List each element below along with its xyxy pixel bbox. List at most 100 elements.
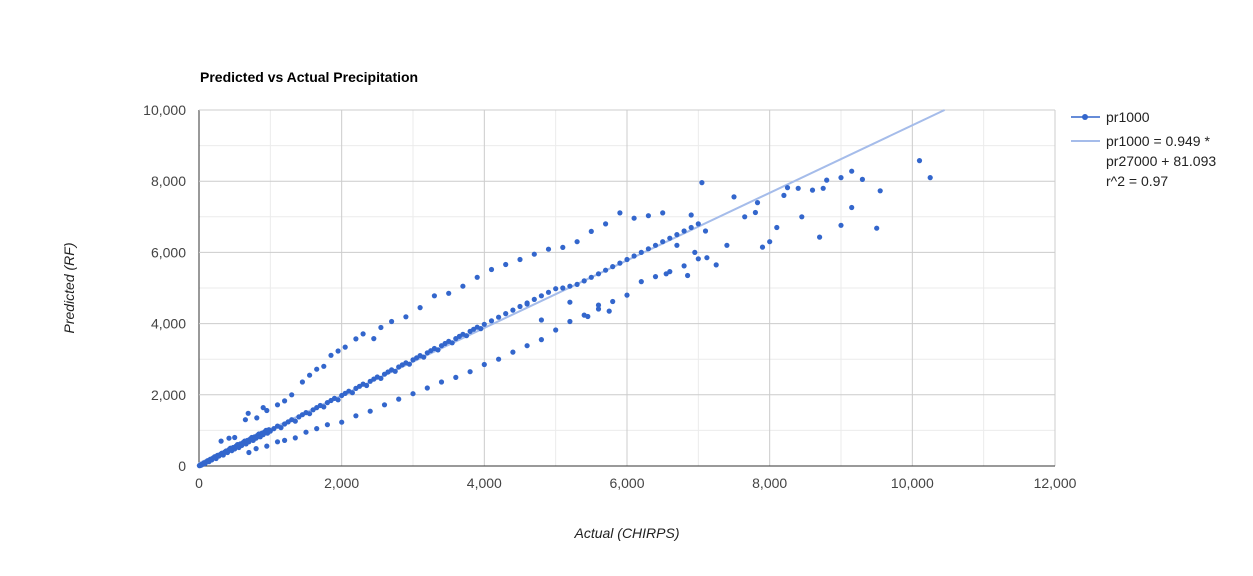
data-point [567,299,573,305]
data-point [264,407,270,414]
data-point [595,306,602,312]
x-tick-label: 12,000 [1034,475,1077,491]
data-point [553,286,559,292]
data-point [645,213,652,219]
data-point [688,212,694,218]
data-point [603,267,609,273]
data-point [260,405,266,411]
data-point [299,379,305,385]
data-point [367,408,373,414]
data-point [496,314,502,320]
legend-item-trendline[interactable]: pr1000 = 0.949 * pr27000 + 81.093 r^2 = … [1071,133,1216,189]
data-point [685,272,691,279]
data-point [253,446,259,452]
data-point [784,185,791,191]
data-point [767,239,773,245]
data-point [610,298,616,305]
data-point [545,246,552,252]
data-point [754,200,761,206]
data-point [774,224,780,231]
data-point [438,379,445,385]
data-point [264,443,270,449]
data-point [545,289,552,295]
data-point [742,214,748,220]
data-point [674,232,680,238]
data-point [421,354,427,360]
data-point [335,397,341,403]
data-point [274,402,281,408]
data-point [574,239,580,245]
data-point [453,374,459,380]
data-point [820,185,826,191]
data-point [731,194,737,200]
data-point [517,256,523,263]
x-tick-label: 2,000 [324,475,359,491]
data-point [496,356,502,362]
y-tick-label: 0 [178,458,186,474]
data-point [335,348,341,354]
data-point [538,317,545,323]
data-point [307,372,313,378]
data-point [226,435,232,441]
data-point [695,256,701,262]
data-point [321,404,327,410]
data-point [460,283,466,289]
data-point [695,221,701,227]
data-point [531,251,537,257]
legend-trendline-label-2: pr27000 + 81.093 [1106,153,1216,169]
data-point [463,333,470,339]
data-point [660,239,666,245]
data-point [245,410,251,416]
data-point [246,449,252,456]
data-point [849,204,855,211]
data-point [392,368,398,374]
data-point [631,253,637,259]
data-point [581,278,587,284]
data-point [688,224,694,231]
data-point [403,314,409,320]
data-point [349,390,355,396]
data-point [553,327,559,333]
data-point [617,260,623,266]
x-tick-label: 4,000 [467,475,502,491]
data-point [681,263,687,269]
y-tick-label: 6,000 [151,244,186,260]
data-points-layer [196,158,933,469]
data-point [478,326,484,332]
data-point [699,180,705,186]
data-point [292,418,298,424]
data-point [617,210,623,216]
y-tick-label: 2,000 [151,387,186,403]
data-point [488,266,495,273]
data-point [524,343,530,349]
legend-item-series[interactable]: pr1000 [1071,109,1150,125]
data-point [927,175,933,181]
data-point [321,363,327,369]
data-point [817,234,823,240]
data-point [435,347,441,353]
data-point [282,437,288,443]
data-point [503,311,509,317]
data-point [218,438,224,444]
grid-lines [198,109,1056,467]
data-point [538,337,545,343]
data-point [378,375,384,381]
data-point [849,168,855,174]
data-point [406,361,412,367]
data-point [624,292,630,298]
data-point [410,391,416,397]
y-tick-label: 4,000 [151,316,186,332]
data-point [660,210,666,216]
data-point [282,398,288,404]
x-tick-label: 0 [195,475,203,491]
data-point [342,344,348,350]
data-point [624,256,630,263]
data-point [838,175,844,181]
data-point [328,352,334,358]
data-point [606,308,612,314]
data-point [353,336,359,342]
y-tick-label: 10,000 [143,102,186,118]
data-point [396,396,402,402]
legend-series-marker [1082,114,1088,120]
data-point [724,242,730,248]
